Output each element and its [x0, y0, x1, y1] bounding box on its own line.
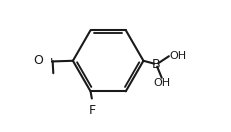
Text: F: F	[88, 104, 95, 117]
Text: OH: OH	[152, 78, 170, 88]
Text: O: O	[33, 54, 43, 67]
Text: OH: OH	[168, 51, 185, 61]
Text: B: B	[152, 58, 160, 71]
